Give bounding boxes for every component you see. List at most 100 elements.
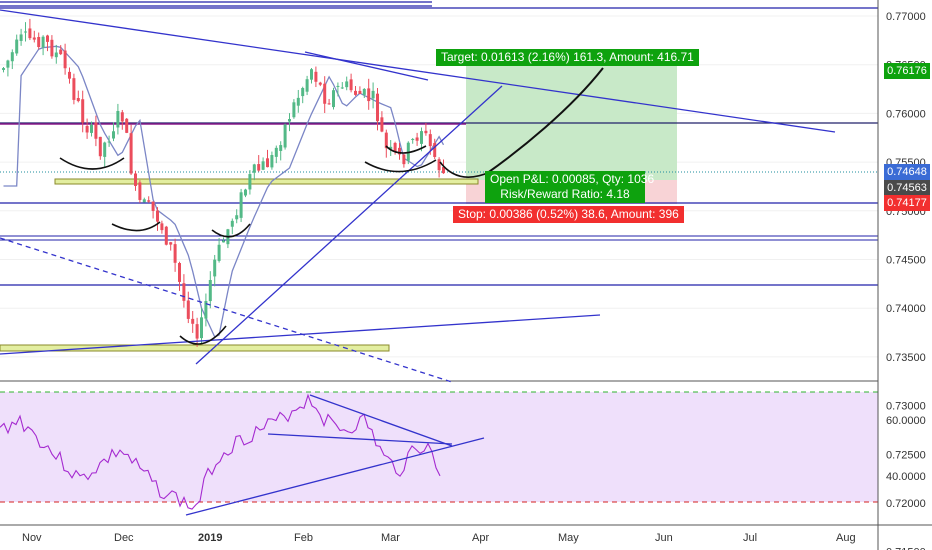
stop-label[interactable]: Stop: 0.00386 (0.52%) 38.6, Amount: 396 xyxy=(453,206,684,223)
candle-body xyxy=(85,126,89,133)
candle-body xyxy=(283,124,287,148)
candle-body xyxy=(354,90,357,95)
rsi-trend-lines xyxy=(185,394,485,516)
rsi-descending-trendline[interactable] xyxy=(309,394,453,447)
candle-body xyxy=(411,138,415,140)
candle-body xyxy=(32,37,36,40)
pattern-arcs xyxy=(59,67,604,345)
candle-body xyxy=(314,71,318,82)
projection-path[interactable] xyxy=(485,67,604,175)
time-axis-label: Jun xyxy=(655,532,673,544)
candle-body xyxy=(327,103,331,105)
candle-body xyxy=(239,192,243,218)
ascending-trendline[interactable] xyxy=(195,85,503,365)
candle-body xyxy=(318,82,322,85)
entry-price-tag: 0.74563 xyxy=(884,180,930,196)
bottom-arc[interactable] xyxy=(179,325,227,345)
rsi-axis-label: 40.0000 xyxy=(886,471,926,483)
trend-lines xyxy=(0,9,836,383)
candle-body xyxy=(156,210,159,222)
target-price-tag: 0.76176 xyxy=(884,63,930,79)
candle-body xyxy=(305,79,309,92)
time-axis-label: Apr xyxy=(472,532,489,544)
time-axis-label: 2019 xyxy=(198,532,222,544)
price-axis-label: 0.73000 xyxy=(886,401,926,413)
risk-reward-text: Risk/Reward Ratio: 4.18 xyxy=(500,187,630,201)
candle-body xyxy=(261,161,265,170)
left-shoulder-arc-3[interactable] xyxy=(211,223,251,238)
price-axis-label: 0.72000 xyxy=(886,498,926,510)
candle-body xyxy=(336,85,340,87)
candle-body xyxy=(292,102,296,118)
candle-body xyxy=(142,199,146,203)
long-ascending-trendline[interactable] xyxy=(0,314,601,355)
price-axis-label: 0.72500 xyxy=(886,449,926,461)
candle-body xyxy=(362,88,366,95)
short-resistance-trendline[interactable] xyxy=(304,51,429,81)
rsi-line xyxy=(0,393,441,510)
candle-body xyxy=(380,117,384,132)
candle-body xyxy=(398,147,401,155)
candle-body xyxy=(345,81,349,88)
time-axis-label: Jul xyxy=(743,532,757,544)
pnl-label[interactable]: Open P&L: 0.00085, Qty: 1036 Risk/Reward… xyxy=(485,171,655,203)
support-zone-upper[interactable] xyxy=(54,178,479,185)
candle-body xyxy=(204,301,208,319)
candle-body xyxy=(103,142,107,157)
profit-zone[interactable] xyxy=(466,56,677,180)
candle-body xyxy=(217,244,221,261)
candle-body xyxy=(349,79,353,91)
time-axis[interactable]: Nov Dec 2019 Feb Mar Apr May Jun Jul Aug xyxy=(22,532,856,544)
candle-body xyxy=(367,88,371,102)
candle-body xyxy=(59,49,63,55)
candle-body xyxy=(244,189,247,196)
left-shoulder-arc-1[interactable] xyxy=(59,157,125,170)
right-shoulder-arc-1[interactable] xyxy=(364,159,437,173)
price-axis-label: 0.76000 xyxy=(886,108,926,120)
right-shoulder-arc-2[interactable] xyxy=(385,145,427,154)
candle-body xyxy=(358,90,362,94)
rsi-axis[interactable]: 60.0000 40.0000 xyxy=(886,415,926,483)
candle-body xyxy=(428,134,432,147)
target-label[interactable]: Target: 0.01613 (2.16%) 161.3, Amount: 4… xyxy=(436,49,699,66)
candle-body xyxy=(116,110,120,128)
price-axis-label: 0.71500 xyxy=(886,547,926,550)
left-shoulder-arc-2[interactable] xyxy=(111,221,161,232)
rsi-ascending-trendline[interactable] xyxy=(185,437,485,516)
rsi-band xyxy=(0,392,878,502)
descending-trendline[interactable] xyxy=(0,9,836,133)
candle-body xyxy=(301,88,305,97)
candle-body xyxy=(46,35,49,42)
candle-body xyxy=(433,142,437,157)
candle-body xyxy=(195,324,199,339)
candle-body xyxy=(266,158,269,168)
candle-body xyxy=(437,159,441,171)
candle-body xyxy=(107,141,111,143)
time-axis-label: Dec xyxy=(114,532,134,544)
candle-body xyxy=(288,119,291,122)
candle-body xyxy=(402,154,406,165)
price-axis-label: 0.73500 xyxy=(886,352,926,364)
candle-body xyxy=(138,182,142,200)
candle-body xyxy=(112,131,115,139)
candle-body xyxy=(208,279,212,302)
candle-body xyxy=(389,146,393,149)
candlestick-series xyxy=(2,18,445,347)
candle-body xyxy=(2,68,5,70)
candle-body xyxy=(393,142,397,152)
time-axis-label: Nov xyxy=(22,532,42,544)
dashed-trendline[interactable] xyxy=(0,237,453,383)
candle-body xyxy=(6,60,10,68)
time-axis-label: May xyxy=(558,532,579,544)
candle-body xyxy=(63,50,67,69)
candle-body xyxy=(332,90,335,108)
rsi-flat-trendline[interactable] xyxy=(267,433,453,445)
candle-body xyxy=(54,52,58,58)
support-zone-lower[interactable] xyxy=(0,344,390,352)
candle-body xyxy=(28,28,32,39)
pnl-text: Open P&L: 0.00085, Qty: 1036 xyxy=(490,172,655,186)
candle-body xyxy=(178,263,181,282)
projection-dip-arc[interactable] xyxy=(439,161,491,178)
